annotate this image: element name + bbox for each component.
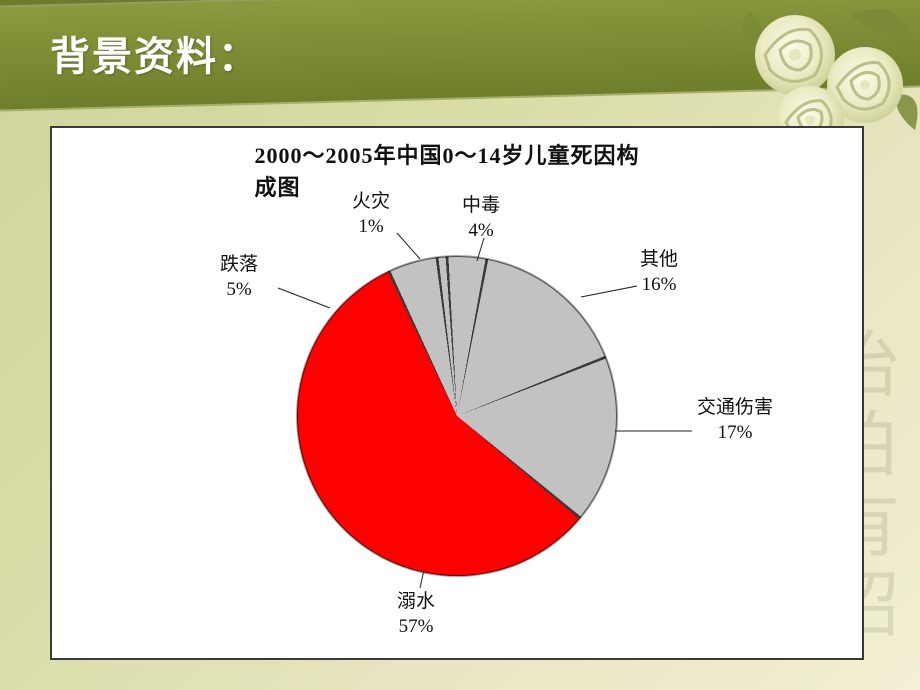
label-poisoning-name: 中毒 [462, 195, 500, 216]
label-fire-val: 1% [358, 216, 383, 237]
label-other-val: 16% [642, 274, 677, 295]
slide-title: 背景资料： [50, 24, 260, 82]
pie-chart [297, 256, 617, 576]
label-drowning-name: 溺水 [397, 591, 435, 612]
label-poisoning: 中毒 4% [462, 194, 500, 243]
label-fire-name: 火灾 [352, 191, 390, 212]
chart-card: 2000～2005年中国0～14岁儿童死因构成图 中毒 [50, 126, 864, 660]
label-traffic-name: 交通伤害 [697, 397, 773, 418]
label-drowning: 溺水 57% [397, 590, 435, 639]
label-fall-name: 跌落 [220, 254, 258, 275]
label-fall: 跌落 5% [220, 253, 258, 302]
label-drowning-val: 57% [399, 616, 434, 637]
label-fire: 火灾 1% [352, 190, 390, 239]
label-other: 其他 16% [640, 248, 678, 297]
chart-title: 2000～2005年中国0～14岁儿童死因构成图 [255, 138, 660, 202]
label-other-name: 其他 [640, 249, 678, 270]
label-poisoning-val: 4% [468, 220, 493, 241]
slide-root: 火 冶 日 伯 清 青 有 成 招 背景资料： [0, 0, 920, 690]
label-fall-val: 5% [226, 279, 251, 300]
label-traffic: 交通伤害 17% [697, 396, 773, 445]
label-traffic-val: 17% [718, 422, 753, 443]
